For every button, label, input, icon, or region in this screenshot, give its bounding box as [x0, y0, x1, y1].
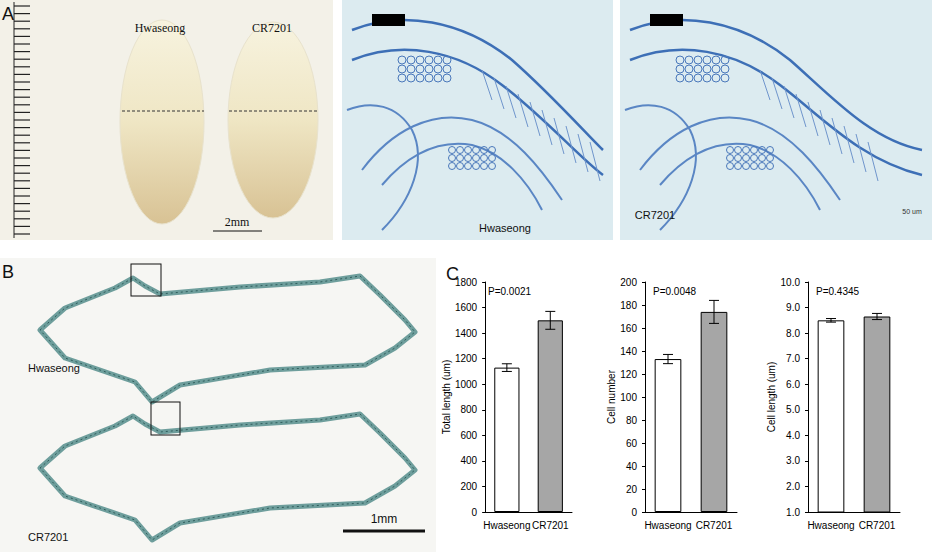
svg-text:Hwaseong: Hwaseong	[135, 21, 186, 35]
svg-text:180: 180	[620, 300, 637, 311]
svg-text:6.0: 6.0	[786, 379, 800, 390]
svg-text:P=0.4345: P=0.4345	[816, 286, 860, 297]
svg-text:1600: 1600	[455, 302, 478, 313]
svg-text:Cell length (um): Cell length (um)	[766, 362, 777, 433]
svg-text:120: 120	[620, 369, 637, 380]
svg-text:P=0.0048: P=0.0048	[653, 286, 697, 297]
svg-text:Hwaseong: Hwaseong	[644, 520, 691, 531]
svg-text:100: 100	[620, 392, 637, 403]
svg-text:4.0: 4.0	[786, 430, 800, 441]
svg-text:40: 40	[626, 461, 638, 472]
svg-text:0: 0	[472, 507, 478, 518]
svg-text:160: 160	[620, 323, 637, 334]
svg-text:200: 200	[620, 277, 637, 288]
svg-text:400: 400	[460, 455, 477, 466]
svg-text:9.0: 9.0	[786, 302, 800, 313]
svg-text:600: 600	[460, 430, 477, 441]
svg-text:C: C	[446, 264, 459, 284]
svg-text:B: B	[2, 262, 14, 282]
svg-text:2.0: 2.0	[786, 481, 800, 492]
svg-text:7.0: 7.0	[786, 353, 800, 364]
svg-text:1000: 1000	[455, 379, 478, 390]
svg-text:Total length (um): Total length (um)	[441, 360, 452, 434]
svg-text:1400: 1400	[455, 328, 478, 339]
svg-text:2mm: 2mm	[225, 215, 250, 229]
svg-text:CR7201: CR7201	[28, 531, 68, 543]
svg-text:Hwaseong: Hwaseong	[483, 520, 530, 531]
svg-text:Cell number: Cell number	[606, 369, 617, 424]
svg-text:140: 140	[620, 346, 637, 357]
svg-text:800: 800	[460, 404, 477, 415]
svg-text:Hwaseong: Hwaseong	[28, 362, 80, 374]
svg-text:1800: 1800	[455, 277, 478, 288]
svg-text:P=0.0021: P=0.0021	[488, 286, 532, 297]
svg-text:200: 200	[460, 481, 477, 492]
svg-text:8.0: 8.0	[786, 328, 800, 339]
svg-text:3.0: 3.0	[786, 455, 800, 466]
svg-text:1mm: 1mm	[371, 512, 398, 526]
svg-text:Hwaseong: Hwaseong	[479, 222, 531, 234]
svg-text:20: 20	[626, 484, 638, 495]
svg-text:Hwaseong: Hwaseong	[807, 520, 854, 531]
svg-text:0: 0	[631, 507, 637, 518]
svg-text:80: 80	[626, 415, 638, 426]
svg-text:10.0: 10.0	[781, 277, 801, 288]
svg-text:50 um: 50 um	[902, 208, 922, 215]
svg-text:CR7201: CR7201	[635, 209, 675, 221]
svg-text:CR7201: CR7201	[532, 520, 569, 531]
svg-text:1200: 1200	[455, 353, 478, 364]
svg-text:A: A	[2, 4, 14, 24]
svg-text:60: 60	[626, 438, 638, 449]
svg-text:5.0: 5.0	[786, 404, 800, 415]
svg-text:CR7201: CR7201	[696, 520, 733, 531]
svg-text:1.0: 1.0	[786, 507, 800, 518]
svg-text:CR7201: CR7201	[859, 520, 896, 531]
svg-text:CR7201: CR7201	[252, 21, 292, 35]
